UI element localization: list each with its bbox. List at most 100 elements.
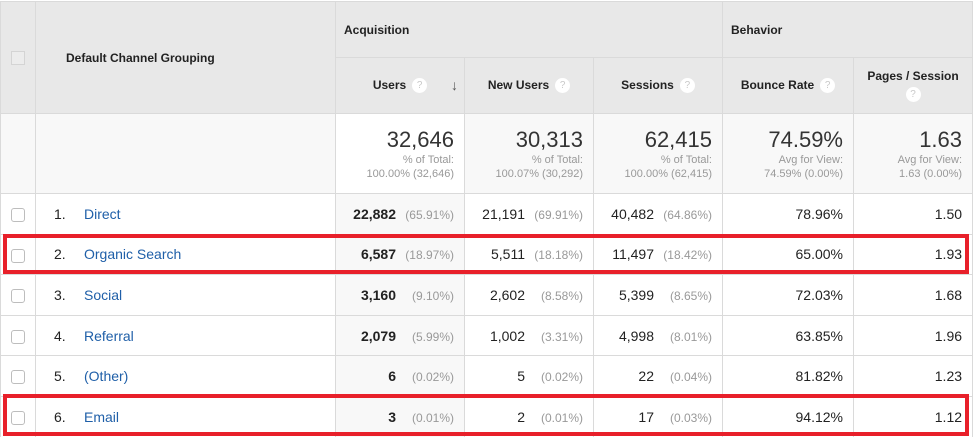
sessions-percent: (18.42%)	[663, 248, 712, 263]
total-bounce-rate-value: 74.59%	[768, 126, 843, 152]
table-row: 3. Social 3,160 (9.10%) 2,602 (8.58%) 5,399…	[0, 274, 974, 316]
total-new-users-label: % of Total:	[531, 153, 583, 166]
totals-label-cell	[35, 113, 336, 194]
total-pages-per-session: 1.63 Avg for View: 1.63 (0.00%)	[852, 113, 974, 194]
pages-per-session-header-label: Pages / Session	[867, 69, 959, 83]
new-users-percent: (0.02%)	[540, 370, 583, 385]
new-users-header-label: New Users	[487, 77, 550, 92]
row-checkbox[interactable]	[11, 329, 25, 344]
new-users-column-header[interactable]: New Users?	[464, 57, 594, 114]
new-users-value: 21,191	[482, 205, 525, 222]
channel-link[interactable]: Referral	[84, 327, 134, 344]
row-index: 1.	[54, 205, 66, 222]
new-users-percent: (18.18%)	[534, 248, 583, 263]
bounce-rate-value: 63.85%	[722, 314, 854, 357]
users-percent: (0.01%)	[411, 410, 454, 425]
total-sessions-value: 62,415	[644, 126, 712, 152]
select-all-checkbox[interactable]	[11, 50, 25, 65]
total-pages-per-session-label: Avg for View:	[897, 153, 963, 166]
total-new-users-detail: 100.07% (30,292)	[495, 167, 583, 180]
users-value: 6	[388, 368, 396, 385]
new-users-value: 5	[517, 368, 525, 385]
users-percent: (0.02%)	[411, 370, 454, 385]
row-index: 6.	[54, 408, 66, 425]
behavior-group-header: Behavior	[721, 1, 974, 58]
total-bounce-rate: 74.59% Avg for View: 74.59% (0.00%)	[722, 113, 854, 194]
new-users-value: 5,511	[491, 246, 525, 263]
users-value: 2,079	[360, 327, 396, 344]
pages-per-session-value: 1.50	[852, 193, 974, 235]
sessions-value: 11,497	[612, 246, 654, 263]
sessions-header-label: Sessions	[621, 77, 674, 92]
sessions-value: 17	[638, 408, 654, 425]
row-checkbox[interactable]	[11, 207, 25, 222]
bounce-rate-value: 65.00%	[722, 233, 854, 276]
channel-link[interactable]: Social	[84, 286, 123, 303]
total-pages-per-session-value: 1.63	[919, 126, 963, 152]
sessions-value: 40,482	[611, 205, 654, 222]
row-checkbox[interactable]	[11, 289, 25, 304]
help-icon[interactable]: ?	[555, 78, 571, 94]
sessions-value: 5,399	[618, 286, 654, 303]
dimension-header[interactable]: Default Channel Grouping	[35, 1, 336, 114]
table-row: 5. (Other) 6 (0.02%) 5 (0.02%) 22 (0.04%) 81…	[0, 355, 974, 397]
users-value: 6,587	[360, 246, 396, 263]
pages-per-session-column-header[interactable]: Pages / Session?	[852, 57, 974, 114]
sessions-percent: (8.01%)	[669, 329, 712, 344]
select-all-cell	[0, 1, 36, 114]
channel-link[interactable]: Organic Search	[84, 246, 182, 263]
bounce-rate-value: 72.03%	[722, 274, 854, 316]
new-users-percent: (69.91%)	[534, 207, 583, 222]
total-bounce-rate-label: Avg for View:	[778, 153, 843, 166]
total-users-value: 32,646	[386, 126, 454, 152]
sessions-percent: (0.04%)	[669, 370, 712, 385]
users-percent: (65.91%)	[405, 207, 454, 222]
new-users-value: 1,002	[489, 327, 525, 344]
bounce-rate-value: 78.96%	[722, 193, 854, 235]
users-percent: (5.99%)	[411, 329, 454, 344]
users-percent: (9.10%)	[411, 288, 454, 303]
users-value: 3	[388, 408, 396, 425]
help-icon[interactable]: ?	[905, 87, 921, 102]
help-icon[interactable]: ?	[820, 78, 836, 94]
new-users-percent: (8.58%)	[540, 288, 583, 303]
sort-descending-icon[interactable]: ↓	[451, 76, 458, 93]
row-index: 2.	[54, 246, 66, 263]
acquisition-group-header: Acquisition	[335, 1, 723, 58]
users-column-header[interactable]: Users? ↓	[335, 57, 465, 114]
table-row: 1. Direct 22,882 (65.91%) 21,191 (69.91%) 4…	[0, 193, 974, 235]
bounce-rate-column-header[interactable]: Bounce Rate?	[722, 57, 854, 114]
sessions-percent: (8.65%)	[669, 288, 712, 303]
total-users-label: % of Total:	[402, 153, 454, 166]
total-pages-per-session-detail: 1.63 (0.00%)	[899, 167, 963, 180]
total-sessions-detail: 100.00% (62,415)	[624, 167, 712, 180]
new-users-value: 2	[517, 408, 525, 425]
total-sessions-label: % of Total:	[660, 153, 712, 166]
sessions-value: 4,998	[618, 327, 654, 344]
channel-link[interactable]: Email	[84, 408, 120, 425]
row-checkbox[interactable]	[11, 410, 25, 425]
help-icon[interactable]: ?	[412, 78, 428, 94]
users-percent: (18.97%)	[405, 248, 454, 263]
sessions-percent: (64.86%)	[663, 207, 712, 222]
new-users-percent: (0.01%)	[540, 410, 583, 425]
channel-link[interactable]: Direct	[84, 205, 121, 222]
row-checkbox[interactable]	[11, 370, 25, 385]
bounce-rate-value: 81.82%	[722, 355, 854, 397]
sessions-percent: (0.03%)	[669, 410, 712, 425]
sessions-value: 22	[638, 368, 654, 385]
table-row: 2. Organic Search 6,587 (18.97%) 5,511 (18.…	[0, 233, 974, 276]
help-icon[interactable]: ?	[679, 78, 695, 94]
totals-checkbox-cell	[0, 113, 36, 194]
table-row: 4. Referral 2,079 (5.99%) 1,002 (3.31%) 4,9…	[0, 314, 974, 357]
total-users: 32,646 % of Total: 100.00% (32,646)	[335, 113, 465, 194]
total-new-users: 30,313 % of Total: 100.07% (30,292)	[464, 113, 594, 194]
row-index: 5.	[54, 368, 66, 385]
pages-per-session-value: 1.96	[852, 314, 974, 357]
channel-link[interactable]: (Other)	[84, 368, 129, 385]
users-value: 3,160	[360, 286, 396, 303]
users-header-label: Users	[372, 77, 407, 92]
row-checkbox[interactable]	[11, 248, 25, 263]
sessions-column-header[interactable]: Sessions?	[593, 57, 723, 114]
